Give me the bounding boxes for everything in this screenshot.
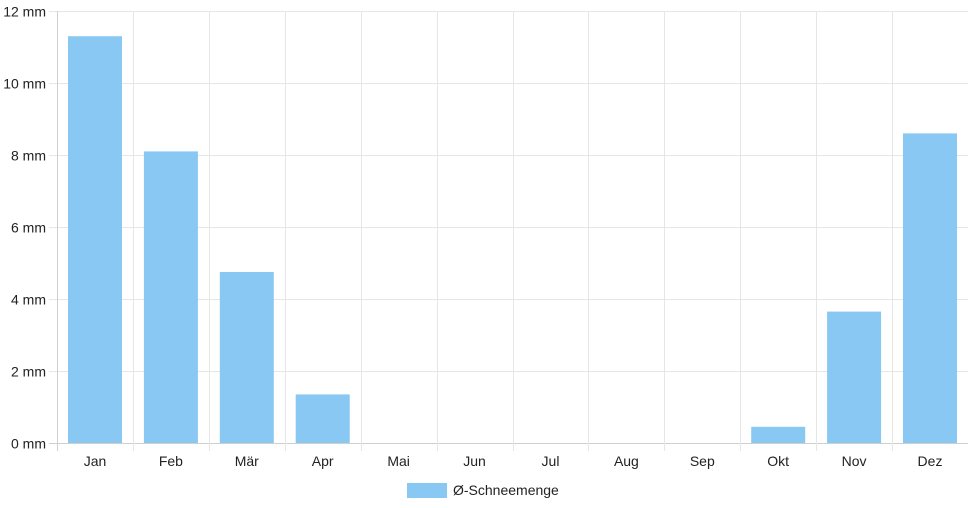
x-tick-label: Jun [463, 453, 486, 469]
x-tick-label: Okt [767, 453, 789, 469]
bar-dez[interactable] [903, 133, 957, 443]
bar-mär[interactable] [219, 272, 274, 443]
bars [68, 36, 957, 443]
x-tick-label: Dez [918, 453, 943, 469]
legend[interactable]: Ø-Schneemenge [407, 482, 559, 498]
x-axis: Jan Feb Mär Apr Mai Jun Jul Aug Sep Okt Nov Dez [84, 453, 943, 469]
y-tick-label: 10 mm [3, 76, 46, 92]
x-tick-label: Nov [842, 453, 867, 469]
legend-label: Ø-Schneemenge [453, 482, 559, 498]
bar-okt[interactable] [751, 426, 806, 443]
y-tick-label: 2 mm [11, 364, 46, 380]
bar-nov[interactable] [827, 311, 882, 443]
y-axis: 0 mm 2 mm 4 mm 6 mm 8 mm 10 mm 12 mm [3, 4, 46, 452]
x-tick-label: Jul [542, 453, 560, 469]
bar-jan[interactable] [68, 36, 122, 443]
x-tick-label: Mai [387, 453, 410, 469]
y-tick-label: 6 mm [11, 220, 46, 236]
x-tick-label: Apr [312, 453, 334, 469]
y-tick-label: 8 mm [11, 148, 46, 164]
x-tick-label: Aug [614, 453, 639, 469]
x-tick-label: Mär [235, 453, 259, 469]
legend-swatch [407, 483, 447, 498]
y-tick-label: 12 mm [3, 4, 46, 20]
x-tick-label: Feb [159, 453, 183, 469]
y-tick-label: 4 mm [11, 292, 46, 308]
x-tick-label: Jan [84, 453, 107, 469]
grid [49, 11, 968, 451]
x-tick-label: Sep [690, 453, 715, 469]
y-tick-label: 0 mm [11, 436, 46, 452]
bar-feb[interactable] [143, 151, 198, 443]
bar-apr[interactable] [295, 394, 350, 443]
